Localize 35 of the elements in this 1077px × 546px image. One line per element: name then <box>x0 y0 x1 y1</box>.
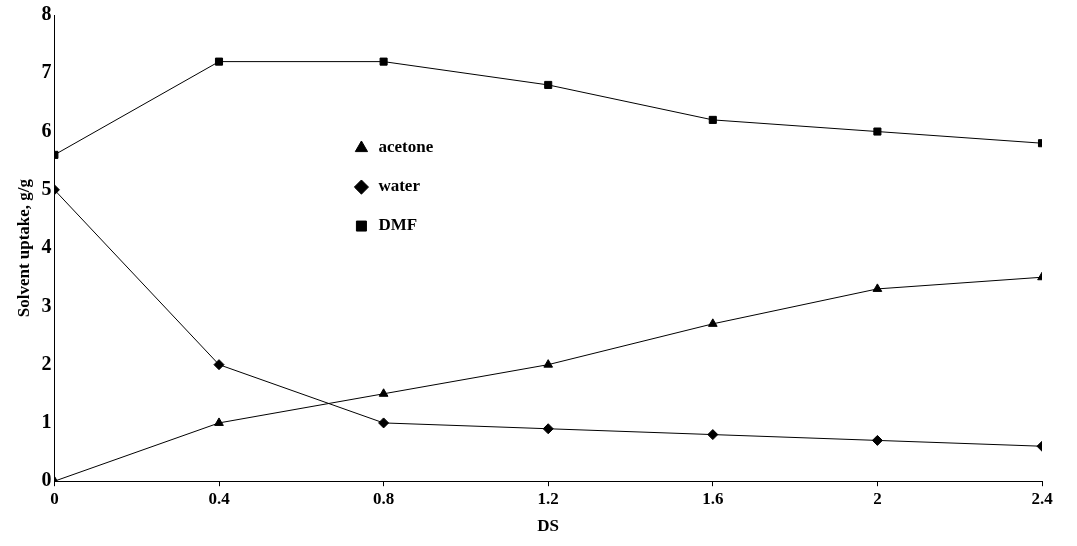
y-tick-label: 2 <box>41 351 52 374</box>
x-tick-label: 2.4 <box>1031 488 1054 508</box>
x-tick-label: 0.8 <box>372 488 395 508</box>
point <box>378 417 390 429</box>
x-tick-label: 0.4 <box>208 488 231 508</box>
point <box>707 429 719 441</box>
y-tick-label: 5 <box>41 177 52 199</box>
point <box>213 359 225 371</box>
y-tick-label: 7 <box>41 60 52 83</box>
point <box>379 57 388 66</box>
point <box>872 283 883 292</box>
x-tick-label: 2 <box>873 488 882 508</box>
x-tick-label: 1.6 <box>702 488 724 508</box>
point <box>873 127 882 136</box>
point <box>542 423 554 435</box>
legend-label: DMF <box>378 215 418 235</box>
point <box>544 80 553 89</box>
point <box>378 388 389 397</box>
point <box>214 57 224 66</box>
y-tick-label: 8 <box>41 2 52 25</box>
y-axis-title: Solvent uptake, g/g <box>13 178 33 318</box>
point <box>708 115 717 124</box>
point <box>543 359 554 368</box>
point <box>214 417 224 426</box>
point <box>707 318 718 327</box>
y-tick-label: 0 <box>41 468 52 491</box>
y-tick-label: 6 <box>41 118 52 141</box>
legend-label: water <box>378 176 421 196</box>
y-tick-label: 4 <box>41 235 52 258</box>
x-tick-label: 1.2 <box>537 488 559 508</box>
point <box>871 434 883 446</box>
y-tick-label: 1 <box>41 410 52 433</box>
y-tick-label: 3 <box>41 293 52 316</box>
x-axis-title: DS <box>537 516 560 536</box>
legend-label: acetone <box>378 137 434 157</box>
